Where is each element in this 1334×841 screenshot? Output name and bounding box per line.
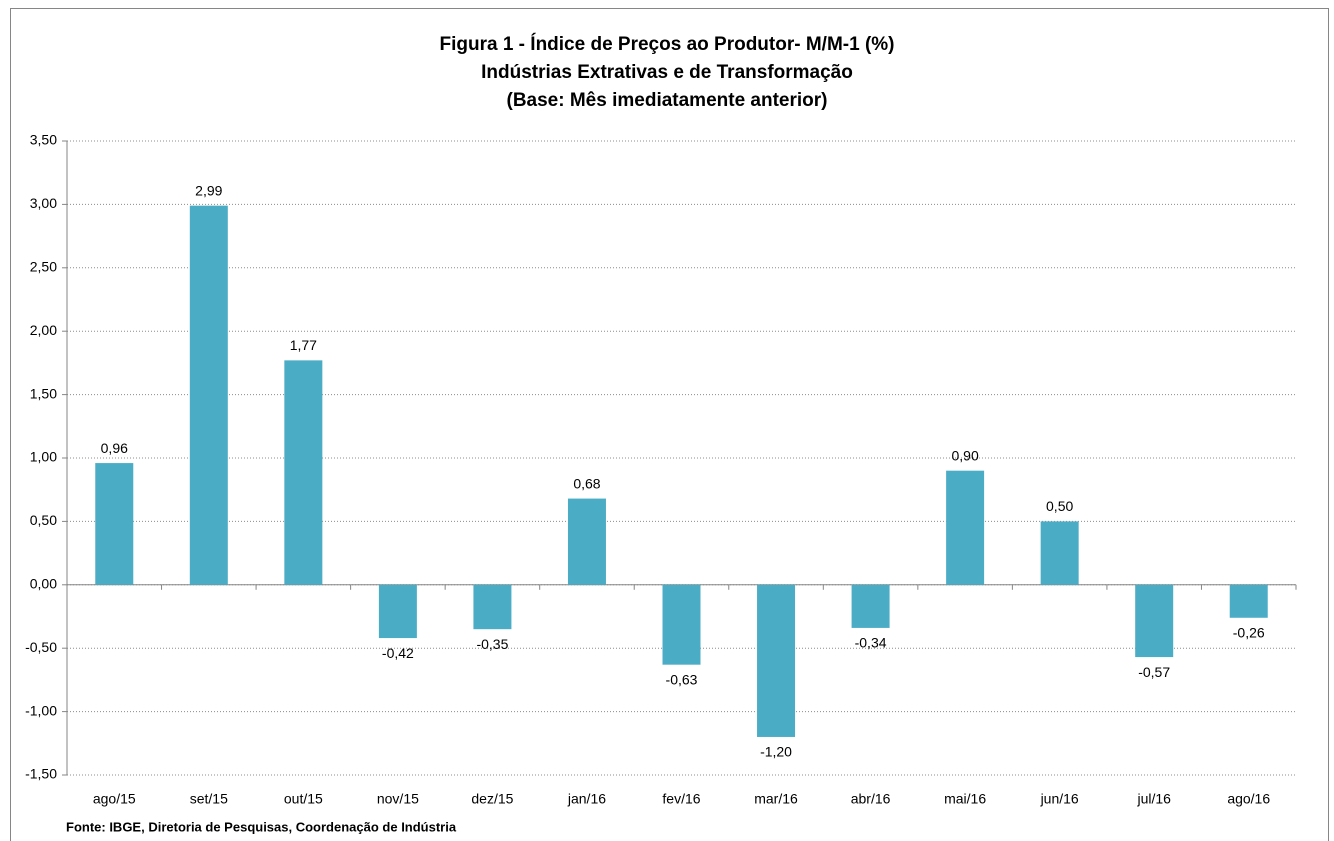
chart-subtitle: (Base: Mês imediatamente anterior) — [507, 90, 828, 111]
y-tick-label: -1,50 — [25, 766, 57, 782]
x-tick-label: jan/16 — [567, 791, 606, 807]
x-tick-label: jul/16 — [1136, 791, 1171, 807]
x-tick-label: out/15 — [284, 791, 323, 807]
data-label: 0,90 — [951, 447, 978, 463]
bar — [1229, 584, 1268, 618]
y-tick-label: 3,00 — [30, 195, 57, 211]
bar — [1040, 521, 1079, 585]
data-label: -0,42 — [382, 645, 414, 661]
data-label: -0,26 — [1233, 624, 1265, 640]
y-tick-label: 0,50 — [30, 512, 57, 528]
bar — [284, 360, 323, 585]
chart-subtitle: Indústrias Extrativas e de Transformação — [481, 62, 853, 83]
x-tick-label: jun/16 — [1040, 791, 1079, 807]
y-tick-label: 1,50 — [30, 385, 57, 401]
x-tick-label: mai/16 — [944, 791, 986, 807]
bar — [378, 584, 417, 639]
data-label: -0,57 — [1138, 664, 1170, 680]
bar — [567, 498, 606, 585]
x-tick-label: abr/16 — [851, 791, 891, 807]
bar — [1135, 584, 1174, 658]
data-label: -0,34 — [855, 635, 887, 651]
data-label: 0,50 — [1046, 498, 1073, 514]
x-tick-label: mar/16 — [754, 791, 798, 807]
chart-title: Figura 1 - Índice de Preços ao Produtor-… — [440, 33, 895, 55]
bar — [851, 584, 890, 628]
y-tick-label: 2,00 — [30, 322, 57, 338]
y-tick-label: -1,00 — [25, 702, 57, 718]
y-tick-label: -0,50 — [25, 639, 57, 655]
data-label: -1,20 — [760, 744, 792, 760]
data-label: 2,99 — [195, 182, 222, 198]
x-tick-label: fev/16 — [662, 791, 700, 807]
x-tick-label: nov/15 — [377, 791, 419, 807]
y-tick-label: 2,50 — [30, 259, 57, 275]
y-tick-label: 3,50 — [30, 132, 57, 148]
bar — [189, 205, 228, 585]
data-label: -0,35 — [476, 636, 508, 652]
bar — [473, 584, 512, 630]
data-label: -0,63 — [666, 671, 698, 687]
data-label: 0,96 — [101, 440, 128, 456]
x-tick-label: ago/15 — [93, 791, 136, 807]
y-tick-label: 1,00 — [30, 449, 57, 465]
bar — [95, 463, 134, 585]
data-label: 0,68 — [573, 475, 600, 491]
source-note: Fonte: IBGE, Diretoria de Pesquisas, Coo… — [66, 819, 457, 834]
x-tick-label: ago/16 — [1227, 791, 1270, 807]
y-tick-label: 0,00 — [30, 576, 57, 592]
data-label: 1,77 — [290, 337, 317, 353]
bar — [946, 470, 985, 585]
x-tick-label: dez/15 — [471, 791, 513, 807]
bar — [757, 584, 796, 737]
chart-frame — [10, 8, 1329, 841]
bar — [662, 584, 701, 665]
x-tick-label: set/15 — [190, 791, 228, 807]
